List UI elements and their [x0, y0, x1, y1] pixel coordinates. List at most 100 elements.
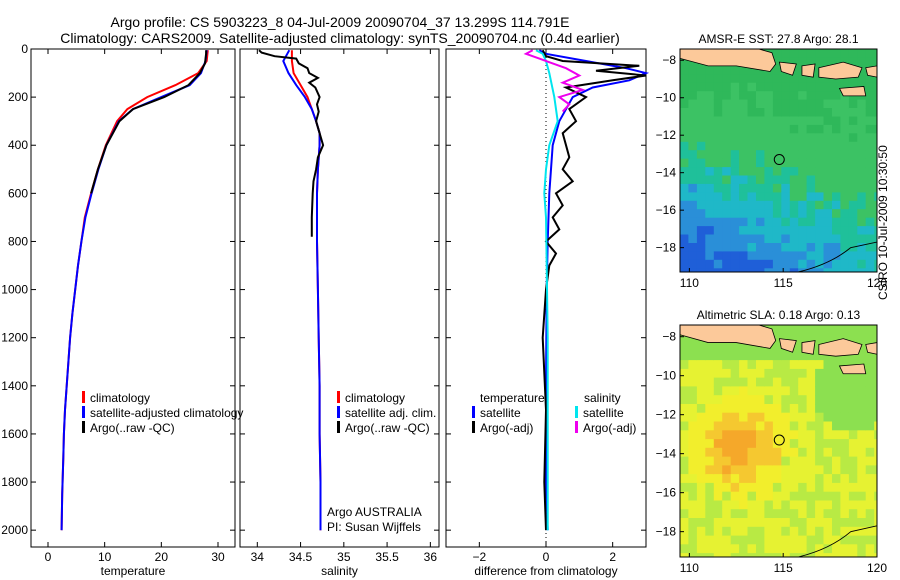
sst_map-cell [823, 74, 833, 84]
sla_map-xtick-label: 110 [680, 561, 699, 575]
sst_map-cell [713, 150, 723, 160]
sst_map-cell [857, 108, 867, 117]
sst_map-cell [688, 268, 698, 272]
sla_map-cell [730, 395, 740, 405]
sst_map-cell [857, 158, 867, 168]
sst_map-cell [798, 141, 808, 151]
sst_map-cell [832, 200, 841, 210]
sst_map-cell [772, 234, 782, 244]
sla_map-cell [874, 351, 877, 361]
sst_map-cell [747, 259, 757, 269]
sst_map-cell [739, 74, 749, 84]
sst_map-cell [764, 217, 774, 227]
sla_map-cell [696, 421, 706, 431]
sla_map-cell [865, 360, 875, 370]
sla_map-cell [730, 509, 740, 519]
sla_map-cell [688, 360, 698, 370]
sla_map-cell [722, 474, 732, 484]
sst_map-cell [696, 108, 706, 117]
figure-title-line-1: Argo profile: CS 5903223_8 04-Jul-2009 2… [110, 14, 570, 30]
sla_map-cell [756, 351, 765, 361]
sst_map-cell [840, 192, 850, 202]
sla_map-cell [713, 544, 723, 554]
sst_map-cell [857, 209, 867, 219]
sst_map-cell [789, 57, 799, 67]
sla_map-cell [832, 553, 841, 557]
sla_map-cell [857, 412, 867, 423]
sla_map-cell [848, 474, 858, 484]
sla_map-cell [730, 491, 740, 502]
sst_map-cell [865, 251, 875, 261]
sst_map-cell [730, 243, 740, 252]
sst_map-cell [848, 74, 858, 84]
sst_map-cell [747, 150, 757, 160]
sst_map-cell [747, 99, 757, 109]
sla_map-cell [713, 377, 723, 387]
sla_map-cell [815, 544, 825, 554]
sla_map-land-java [680, 325, 777, 349]
sst_map-cell [832, 108, 841, 117]
sla_map-cell [789, 456, 799, 466]
sla_map-cell [865, 351, 875, 361]
sla_map-cell [848, 412, 858, 423]
sla_map-cell [772, 386, 782, 396]
sla_map-cell [798, 439, 808, 449]
sla_map-cell [713, 535, 723, 545]
sst_map-cell [832, 175, 841, 185]
sla_map-cell [696, 526, 706, 537]
sst_map-cell [713, 167, 723, 177]
sla_map-cell [865, 447, 875, 458]
sla_map-cell [688, 386, 698, 396]
temperature-ytick-label: 1600 [1, 427, 28, 441]
sla_map-cell [680, 491, 689, 502]
salinity-xaxis-label: salinity [321, 564, 358, 578]
sla_map-cell [806, 421, 816, 431]
sst_map-cell [713, 243, 723, 252]
sst_map-cell [823, 175, 833, 185]
sla_map-cell [848, 482, 858, 493]
sla_map-cell [781, 447, 791, 458]
sst_map-cell [756, 116, 765, 126]
sla_map-cell [747, 439, 757, 449]
sst_map-cell [840, 175, 850, 185]
sla_map-cell [789, 430, 799, 440]
sla_map-cell [722, 351, 732, 361]
sst_map-cell [781, 183, 791, 193]
sla_map-cell [713, 474, 723, 484]
sla_map-cell [798, 535, 808, 545]
sla_map-cell [713, 500, 723, 510]
sla_map-cell [688, 500, 698, 510]
sst_map-cell [680, 133, 689, 143]
sst_map-cell [764, 251, 774, 261]
sla_map-cell [705, 386, 715, 396]
sst_map-cell [832, 116, 841, 126]
sst_map-cell [823, 150, 833, 160]
sst_map-cell [789, 251, 799, 261]
sla_map-cell [739, 430, 749, 440]
sst_map-cell [705, 167, 715, 177]
sst_map-cell [730, 209, 740, 219]
sst_map-cell [848, 133, 858, 143]
sla_map-cell [696, 360, 706, 370]
sst_map-cell [840, 243, 850, 252]
sla_map-cell [730, 447, 740, 458]
sst_map-cell [696, 183, 706, 193]
sla_map-cell [798, 368, 808, 379]
sst_map-land-java [680, 49, 777, 72]
sla_map-cell [848, 518, 858, 528]
sla_map-cell [874, 386, 877, 396]
sla_map-cell [823, 474, 833, 484]
sst_map-cell [772, 57, 782, 67]
sla_map-cell [823, 325, 833, 335]
sst_map-cell [806, 200, 816, 210]
sla_map-cell [789, 465, 799, 475]
sst_map-cell [874, 167, 877, 177]
sla_map-cell [772, 404, 782, 414]
sst_map-cell [772, 243, 782, 252]
sst_map-cell [696, 259, 706, 269]
sst_map-cell [713, 259, 723, 269]
sla_map-cell [865, 518, 875, 528]
sst_map-cell [730, 217, 740, 227]
sla_map-cell [798, 360, 808, 370]
temperature-ytick-label: 1000 [1, 283, 28, 297]
